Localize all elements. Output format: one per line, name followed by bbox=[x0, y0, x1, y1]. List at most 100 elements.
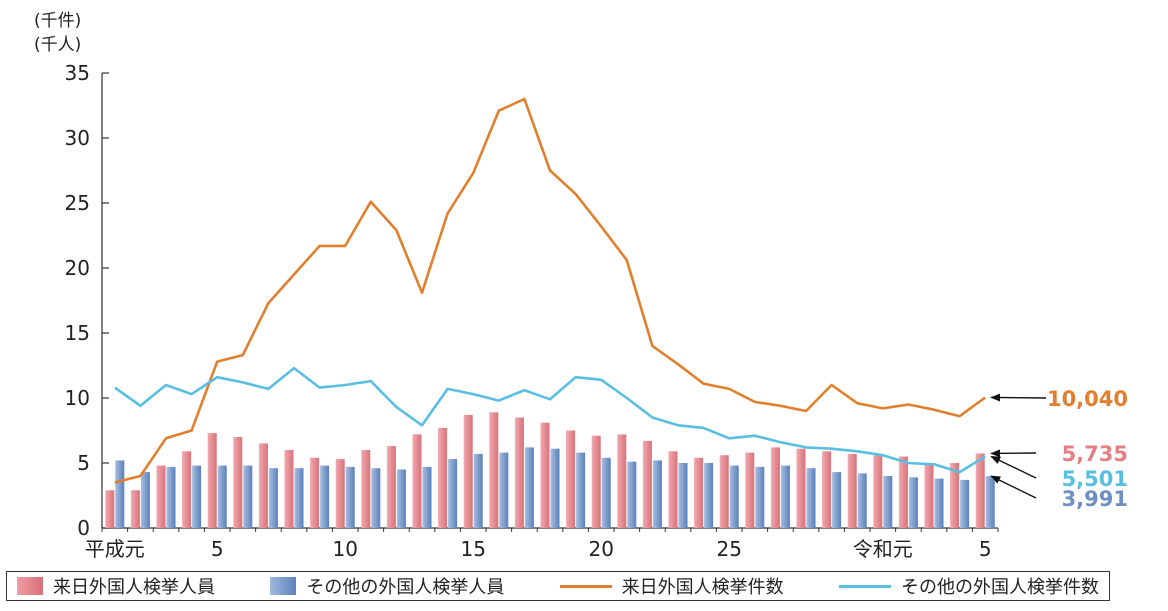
bar-rainichi-jinin bbox=[617, 434, 627, 528]
chart: 0 5 10 15 20 25 30 35 平成元 5 10 15 20 25 令和元 5 10,040 5,73… bbox=[65, 61, 1128, 561]
y-unit-cases: (千件) bbox=[34, 11, 82, 31]
bar-rainichi-jinin bbox=[796, 448, 806, 528]
bar-rainichi-jinin bbox=[105, 490, 115, 528]
bar-other-jinin bbox=[524, 447, 534, 528]
y-tick-label: 10 bbox=[65, 386, 90, 410]
bar-other-jinin bbox=[294, 468, 304, 528]
bar-other-jinin bbox=[627, 461, 637, 528]
bar-rainichi-jinin bbox=[694, 457, 704, 528]
legend: 来日外国人検挙人員 その他の外国人検挙人員 来日外国人検挙件数 その他の外国人検… bbox=[6, 571, 1110, 601]
x-tick-label: 平成元 bbox=[85, 537, 145, 561]
bar-rainichi-jinin bbox=[335, 459, 345, 528]
bar-rainichi-jinin bbox=[566, 430, 576, 528]
x-tick-label: 25 bbox=[716, 537, 741, 561]
y-tick-label: 0 bbox=[77, 516, 90, 540]
y-tick-label: 20 bbox=[65, 256, 90, 280]
bar-other-jinin bbox=[729, 465, 739, 528]
bar-rainichi-jinin bbox=[873, 455, 883, 528]
bar-other-jinin bbox=[806, 468, 816, 528]
bar-other-jinin bbox=[780, 465, 790, 528]
annotation-other-jinin: 3,991 bbox=[1062, 487, 1128, 511]
bar-rainichi-jinin bbox=[770, 447, 780, 528]
x-tick-label: 5 bbox=[979, 537, 992, 561]
bar-rainichi-jinin bbox=[847, 453, 857, 528]
bar-other-jinin bbox=[422, 466, 432, 528]
bar-other-jinin bbox=[857, 473, 867, 528]
bar-other-jinin bbox=[268, 468, 278, 528]
line-rainichi-kensu bbox=[114, 97, 986, 484]
legend-item-bar-rainichi: 来日外国人検挙人員 bbox=[17, 573, 215, 599]
y-unit-people: (千人) bbox=[34, 35, 82, 55]
legend-swatch-bar-rainichi bbox=[17, 577, 43, 595]
annotation-rainichi-jinin: 5,735 bbox=[1062, 442, 1128, 466]
bar-rainichi-jinin bbox=[745, 452, 755, 528]
legend-item-line-rainichi: 来日外国人検挙件数 bbox=[559, 573, 784, 599]
annotation-arrow bbox=[990, 475, 1037, 499]
legend-swatch-line-other bbox=[838, 584, 891, 588]
y-tick-label: 15 bbox=[65, 321, 90, 345]
legend-label-bar-other: その他の外国人検挙人員 bbox=[306, 577, 505, 598]
bar-rainichi-jinin bbox=[438, 427, 448, 528]
bar-rainichi-jinin bbox=[719, 455, 729, 528]
bar-other-jinin bbox=[985, 476, 995, 528]
bar-rainichi-jinin bbox=[182, 451, 192, 528]
bar-rainichi-jinin bbox=[412, 434, 422, 528]
bar-rainichi-jinin bbox=[463, 414, 473, 528]
bar-other-jinin bbox=[140, 472, 150, 528]
bar-rainichi-jinin bbox=[386, 446, 396, 528]
legend-item-line-other: その他の外国人検挙件数 bbox=[838, 573, 1099, 599]
bar-rainichi-jinin bbox=[258, 443, 268, 528]
bar-other-jinin bbox=[473, 453, 483, 528]
x-tick-label: 15 bbox=[460, 537, 485, 561]
bar-rainichi-jinin bbox=[233, 437, 243, 528]
annotation-arrow bbox=[990, 455, 1037, 479]
bar-rainichi-jinin bbox=[975, 453, 985, 528]
bar-other-jinin bbox=[320, 465, 330, 528]
bar-rainichi-jinin bbox=[924, 463, 934, 528]
bar-rainichi-jinin bbox=[822, 451, 832, 528]
y-tick-label: 5 bbox=[77, 451, 90, 475]
y-tick-label: 25 bbox=[65, 191, 90, 215]
bar-other-jinin bbox=[704, 463, 714, 528]
bar-other-jinin bbox=[678, 463, 688, 528]
bar-other-jinin bbox=[166, 466, 176, 528]
bar-other-jinin bbox=[908, 477, 918, 528]
bar-other-jinin bbox=[115, 460, 125, 528]
bar-rainichi-jinin bbox=[284, 450, 294, 528]
bar-rainichi-jinin bbox=[514, 417, 524, 528]
bar-rainichi-jinin bbox=[540, 422, 550, 528]
bar-other-jinin bbox=[217, 465, 227, 528]
legend-label-bar-rainichi: 来日外国人検挙人員 bbox=[53, 577, 215, 598]
bar-rainichi-jinin bbox=[130, 490, 140, 528]
annotation-other-kensu: 5,501 bbox=[1062, 467, 1128, 491]
bar-rainichi-jinin bbox=[950, 463, 960, 528]
bar-other-jinin bbox=[960, 479, 970, 528]
bar-other-jinin bbox=[345, 466, 355, 528]
bar-other-jinin bbox=[499, 452, 509, 528]
bar-other-jinin bbox=[448, 459, 458, 528]
y-tick-label: 35 bbox=[65, 61, 90, 85]
bar-other-jinin bbox=[192, 465, 202, 528]
legend-label-line-other: その他の外国人検挙件数 bbox=[900, 577, 1099, 598]
line-other-kensu bbox=[114, 366, 986, 474]
bar-other-jinin bbox=[550, 448, 560, 528]
y-tick-label: 30 bbox=[65, 126, 90, 150]
bar-rainichi-jinin bbox=[642, 440, 652, 528]
bar-other-jinin bbox=[755, 466, 765, 528]
bar-rainichi-jinin bbox=[310, 457, 320, 528]
bar-other-jinin bbox=[371, 468, 381, 528]
bar-other-jinin bbox=[601, 457, 611, 528]
bar-other-jinin bbox=[934, 478, 944, 528]
annotation-arrow bbox=[990, 393, 1047, 402]
x-tick-label: 令和元 bbox=[853, 537, 913, 561]
x-tick-label: 10 bbox=[332, 537, 357, 561]
bar-other-jinin bbox=[883, 476, 893, 528]
x-tick-label: 20 bbox=[588, 537, 613, 561]
bar-rainichi-jinin bbox=[489, 412, 499, 528]
x-tick-label: 5 bbox=[211, 537, 224, 561]
bar-rainichi-jinin bbox=[591, 435, 601, 528]
bar-rainichi-jinin bbox=[898, 456, 908, 528]
bar-other-jinin bbox=[652, 460, 662, 528]
legend-swatch-bar-other bbox=[270, 577, 297, 595]
bar-rainichi-jinin bbox=[207, 433, 217, 528]
